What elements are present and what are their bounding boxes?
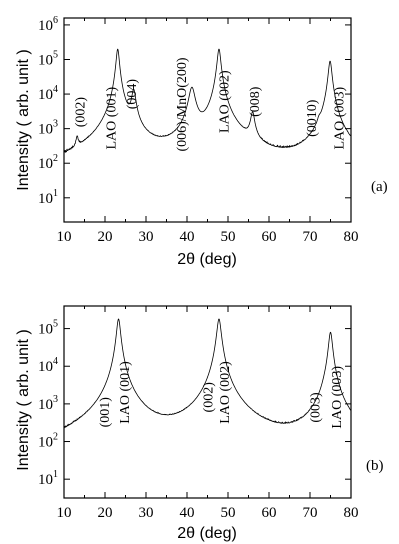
panel-b-y-tick-labels: 101 102 103 104 105 — [38, 319, 58, 489]
panel-b: 10 20 30 40 50 60 70 80 101 102 103 104 105 (001) LA… — [15, 305, 384, 542]
panel-b-peak-label: LAO (003) — [330, 366, 345, 429]
panel-a-peak-label: (006)/MnO(200) — [175, 57, 190, 151]
panel-a-peak-label: (008) — [248, 86, 263, 117]
panel-a-peak-label: (004) — [125, 79, 140, 110]
panel-a-peak-labels: (002) LAO (001) (004) (006)/MnO(200) LAO (00… — [74, 57, 348, 151]
panel-a-x-tick-label: 10 — [57, 229, 72, 245]
panel-b-peak-label: LAO (001) — [118, 361, 133, 424]
panel-b-tag: (b) — [366, 458, 384, 474]
panel-a-x-tick-label: 60 — [262, 229, 277, 245]
panel-b-y-tick-label: 103 — [38, 394, 58, 413]
panel-b-ticks — [63, 306, 352, 498]
panel-a-xrd-trace — [63, 48, 352, 153]
panel-a-peak-label: LAO (002) — [217, 70, 232, 133]
panel-b-x-axis-title: 2θ (deg) — [177, 525, 237, 542]
panel-b-y-tick-label: 101 — [38, 469, 58, 488]
panel-b-xrd-trace — [63, 318, 352, 429]
panel-b-x-tick-label: 20 — [98, 505, 113, 521]
panel-b-x-tick-labels: 10 20 30 40 50 60 70 80 — [57, 505, 359, 521]
panel-a-y-tick-label: 105 — [38, 49, 58, 68]
panel-a-peak-label: (002) — [74, 97, 89, 128]
panel-b-peak-labels: (001) LAO (001) (002) LAO (002) (003) LAO (00… — [98, 361, 345, 429]
panel-b-peak-label: LAO (002) — [218, 361, 233, 424]
panel-a-x-tick-label: 30 — [139, 229, 154, 245]
panel-b-x-tick-label: 30 — [139, 505, 154, 521]
panel-b-x-tick-label: 60 — [262, 505, 277, 521]
panel-b-x-tick-label: 40 — [180, 505, 195, 521]
panel-a-y-tick-label: 103 — [38, 119, 58, 138]
panel-a: 10 20 30 40 50 60 70 80 101 102 103 104 105 106 (002… — [15, 15, 388, 268]
panel-a-x-tick-label: 50 — [221, 229, 236, 245]
panel-a-tag: (a) — [371, 179, 388, 195]
panel-a-peak-label: LAO (003) — [333, 87, 348, 150]
panel-a-peak-label: LAO (001) — [105, 87, 120, 150]
panel-b-x-tick-label: 10 — [57, 505, 72, 521]
panel-b-x-tick-label: 50 — [221, 505, 236, 521]
panel-a-x-tick-label: 80 — [344, 229, 359, 245]
panel-b-x-tick-label: 80 — [344, 505, 359, 521]
panel-a-y-tick-label: 106 — [38, 15, 58, 34]
panel-a-y-tick-labels: 101 102 103 104 105 106 — [38, 15, 58, 207]
panel-a-y-axis-title: Intensity ( arb. unit ) — [15, 49, 32, 190]
panel-b-peak-label: (003) — [308, 392, 323, 423]
panel-b-peak-label: (001) — [98, 397, 113, 428]
panel-b-x-tick-label: 70 — [303, 505, 318, 521]
panel-a-x-tick-labels: 10 20 30 40 50 60 70 80 — [57, 229, 359, 245]
panel-a-y-tick-label: 104 — [38, 84, 58, 103]
panel-a-x-tick-label: 40 — [180, 229, 195, 245]
panel-b-y-axis-title: Intensity ( arb. unit ) — [15, 329, 32, 470]
panel-b-peak-label: (002) — [201, 382, 216, 413]
panel-a-y-tick-label: 102 — [38, 153, 58, 172]
panel-b-y-tick-label: 104 — [38, 356, 58, 375]
panel-a-peak-label: (0010) — [305, 99, 320, 137]
panel-a-ticks — [63, 18, 352, 222]
panel-b-y-tick-label: 102 — [38, 432, 58, 451]
panel-a-x-tick-label: 70 — [303, 229, 318, 245]
panel-b-y-tick-label: 105 — [38, 319, 58, 338]
panel-a-x-axis-title: 2θ (deg) — [177, 251, 237, 268]
panel-a-x-tick-label: 20 — [98, 229, 113, 245]
panel-a-y-tick-label: 101 — [38, 188, 58, 207]
